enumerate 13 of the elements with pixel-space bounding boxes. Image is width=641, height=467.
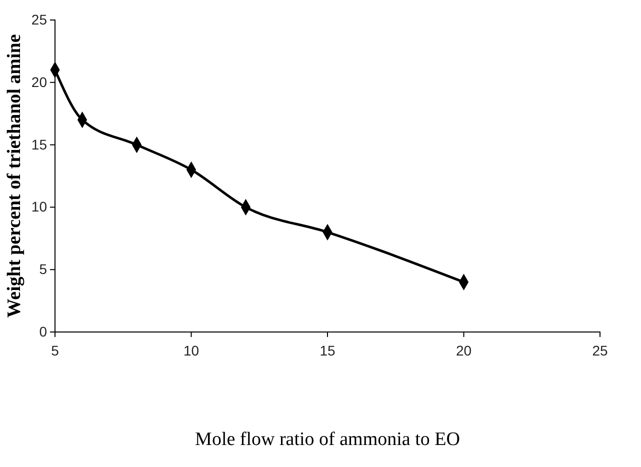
y-tick-label: 20 [31, 74, 48, 90]
x-tick-label: 15 [320, 342, 336, 358]
x-tick-label: 25 [592, 342, 608, 358]
y-axis-title: Weight percent of triethanol amine [4, 34, 25, 318]
y-tick-label: 0 [39, 323, 48, 340]
y-tick-label: 10 [31, 198, 48, 215]
y-tick-label: 15 [31, 136, 48, 152]
x-tick-label: 10 [183, 342, 200, 358]
y-tick-label: 5 [39, 261, 48, 278]
x-tick-label: 5 [51, 342, 60, 358]
x-axis-title: Mole flow ratio of ammonia to EO [195, 429, 460, 450]
y-tick-label: 25 [31, 11, 48, 28]
x-tick-label: 20 [456, 342, 472, 358]
